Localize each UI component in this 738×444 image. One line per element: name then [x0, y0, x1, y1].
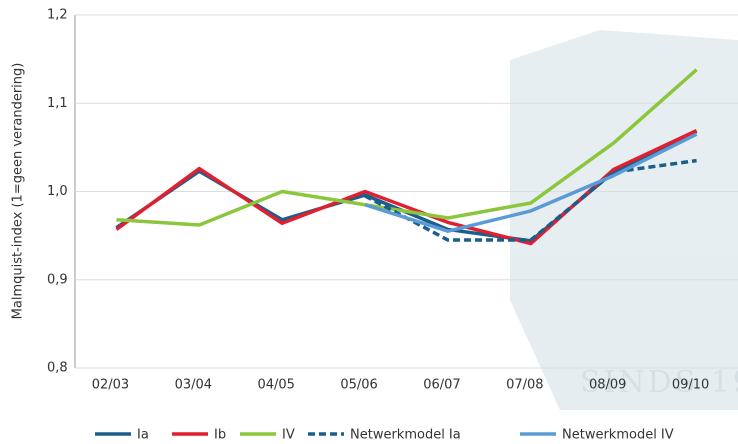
x-tick-label: 02/03	[92, 378, 129, 393]
legend-label: Netwerkmodel Ia	[350, 428, 461, 443]
legend-label: Ia	[137, 428, 149, 443]
chart: SINDS 19 Malmquist-index (1=geen verande…	[0, 0, 738, 444]
y-tick-label: 1,0	[47, 184, 68, 199]
x-tick-label: 08/09	[589, 378, 626, 393]
x-tick-label: 03/04	[175, 378, 212, 393]
y-axis-label: Malmquist-index (1=geen verandering)	[11, 63, 26, 320]
legend-label: Netwerkmodel IV	[562, 428, 674, 443]
watermark-shape	[510, 30, 738, 410]
x-tick-label: 09/10	[672, 378, 709, 393]
y-tick-label: 0,9	[47, 272, 68, 287]
watermark: SINDS 19	[510, 30, 738, 410]
page: SINDS 19 Malmquist-index (1=geen verande…	[0, 0, 738, 444]
x-tick-label: 06/07	[423, 378, 460, 393]
x-tick-label: 04/05	[257, 378, 294, 393]
y-tick-label: 1,2	[47, 8, 68, 23]
legend-label: Ib	[214, 428, 226, 443]
y-tick-label: 0,8	[47, 361, 68, 376]
x-tick-label: 07/08	[506, 378, 543, 393]
y-tick-label: 1,1	[47, 96, 68, 111]
legend-label: IV	[282, 428, 295, 443]
x-tick-label: 05/06	[340, 378, 377, 393]
